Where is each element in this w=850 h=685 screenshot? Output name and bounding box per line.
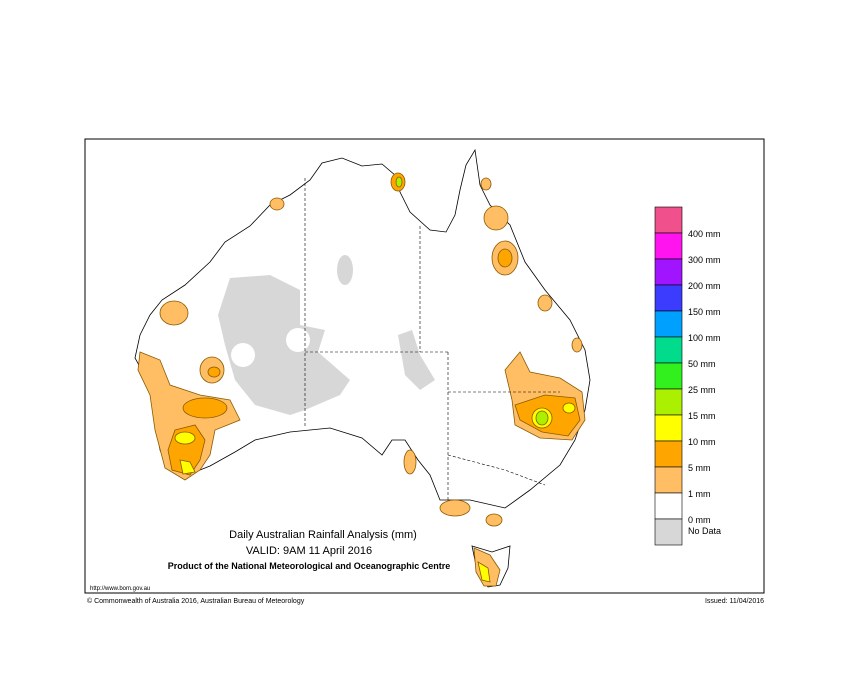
legend-swatch (654, 440, 683, 468)
legend-swatch (654, 518, 683, 546)
state-borders (304, 178, 560, 500)
no-data-areas (218, 255, 435, 415)
legend-label: 5 mm (688, 463, 711, 473)
map-title: Daily Australian Rainfall Analysis (mm) (229, 529, 417, 541)
legend-swatch (654, 466, 683, 494)
rainfall-areas (137, 172, 586, 587)
legend-swatch (654, 258, 683, 286)
legend-swatch (654, 336, 683, 364)
legend-label: 300 mm (688, 255, 721, 265)
product-note: Product of the National Meteorological a… (168, 561, 451, 571)
legend-swatch (654, 232, 683, 260)
legend-label: 0 mm (688, 515, 711, 525)
legend-label: 10 mm (688, 437, 716, 447)
legend-label: 400 mm (688, 229, 721, 239)
legend-swatch (654, 414, 683, 442)
legend: 400 mm 300 mm 200 mm 150 mm 100 mm 50 mm 25 mm… (654, 206, 721, 546)
legend-label: 100 mm (688, 333, 721, 343)
legend-label: 15 mm (688, 411, 716, 421)
source-url: http://www.bom.gov.au (90, 586, 150, 592)
legend-swatch (654, 284, 683, 312)
legend-swatch (654, 206, 683, 234)
legend-swatch (654, 362, 683, 390)
legend-label: 1 mm (688, 489, 711, 499)
legend-label: No Data (688, 526, 721, 536)
issued-date: Issued: 11/04/2016 (705, 598, 764, 605)
valid-time: VALID: 9AM 11 April 2016 (246, 545, 372, 557)
legend-label: 200 mm (688, 281, 721, 291)
legend-swatch (654, 310, 683, 338)
legend-label: 50 mm (688, 359, 716, 369)
legend-swatch (654, 492, 683, 520)
legend-label: 150 mm (688, 307, 721, 317)
legend-label: 25 mm (688, 385, 716, 395)
legend-swatch (654, 388, 683, 416)
copyright: © Commonwealth of Australia 2016, Austra… (87, 597, 305, 605)
australia-map (134, 148, 591, 588)
